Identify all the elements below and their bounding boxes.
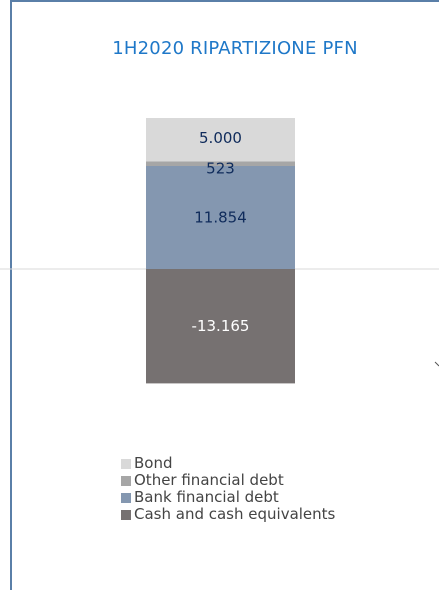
frame-border [10,0,12,590]
legend-swatch-cash [121,509,131,520]
legend-item-other-financial-debt: Other financial debt [121,472,335,489]
legend-label-other-financial-debt: Other financial debt [134,471,284,489]
chart-title: 1H2020 RIPARTIZIONE PFN [112,38,358,59]
bar-segment-bond [146,118,295,162]
bar-segment-other-financial-debt [146,161,295,166]
legend-item-cash: Cash and cash equivalents [121,506,335,523]
legend-swatch-other-financial-debt [121,475,131,486]
legend-item-bank-financial-debt: Bank financial debt [121,489,335,506]
legend-swatch-bond [121,458,131,469]
legend-label-bank-financial-debt: Bank financial debt [134,488,279,506]
data-label-cash-and-cash-equivalents: -13.165 [192,317,250,335]
legend-item-bond: Bond [121,455,335,472]
bar-segment-cash-and-cash-equivalents [146,269,295,384]
data-label-bank-financial-debt: 11.854 [194,208,247,226]
data-label-other-financial-debt: 523 [206,160,235,178]
legend-label-bond: Bond [134,454,173,472]
edge-tick-mark [434,361,439,367]
bar-segment-bank-financial-debt [146,165,295,269]
legend-swatch-bank-financial-debt [121,492,131,503]
data-label-bond: 5.000 [199,129,242,147]
legend-label-cash: Cash and cash equivalents [134,505,336,523]
frame-border [10,0,439,2]
chart-legend: Bond Other financial debt Bank financial… [121,455,335,523]
